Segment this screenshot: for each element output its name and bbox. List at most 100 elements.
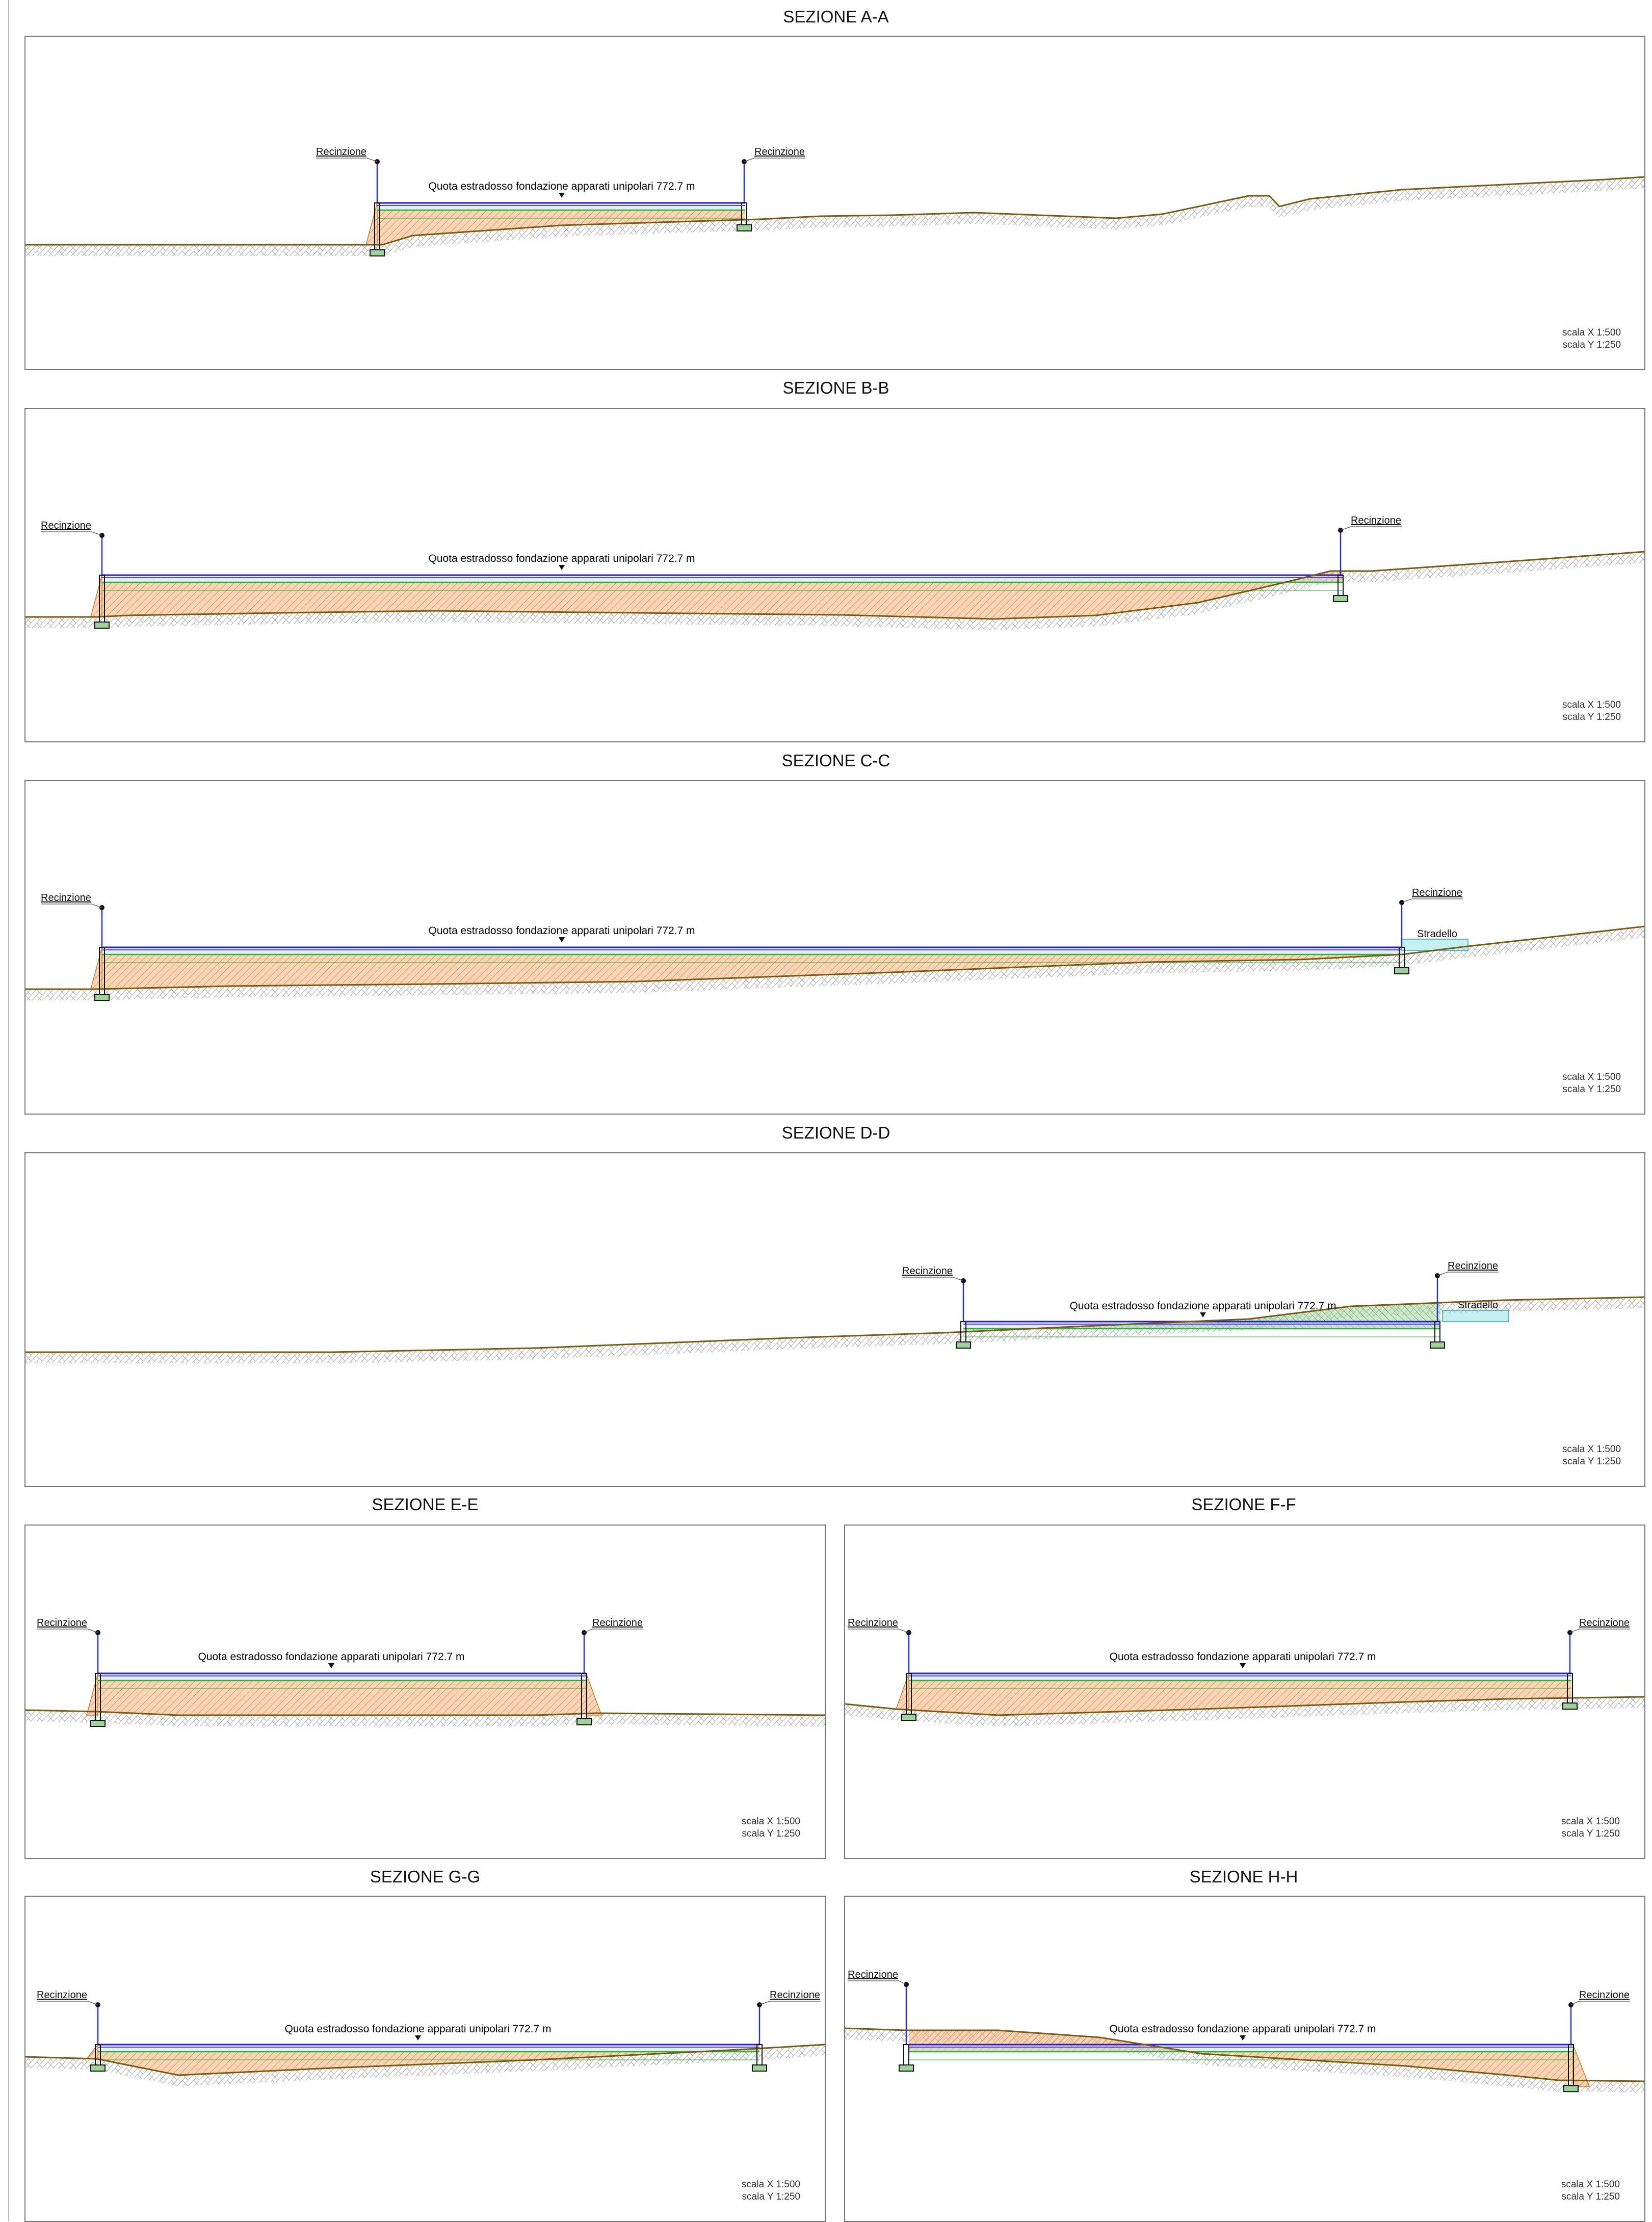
quota-label: Quota estradosso fondazione apparati uni… (1069, 1300, 1336, 1312)
fence-leader-left (41, 903, 102, 908)
section-title-c: SEZIONE C-C (781, 751, 890, 770)
earthwork-fill (98, 2048, 759, 2075)
fence-leader-left (41, 531, 102, 536)
section-drawing-d: Stradello Recinzione Recinzione Quota estra… (25, 1260, 1644, 1467)
section-frame-c: Stradello Recinzione Recinzione Quota estra… (24, 780, 1645, 1115)
fence-footing-left (94, 622, 110, 629)
platform-layer (102, 575, 1343, 582)
fence-leader-right (1401, 898, 1463, 903)
soil-hatch-band (25, 552, 1644, 630)
fence-label-left: Recinzione (848, 1969, 898, 1980)
scale-x-label: scala X 1:500 (1561, 1816, 1620, 1827)
fence-footing-right (752, 2064, 767, 2072)
scale-x-label: scala X 1:500 (1562, 1072, 1621, 1082)
quota-marker (328, 1663, 334, 1668)
embankment-slope-left (90, 575, 102, 617)
section-frame-f: Recinzione Recinzione Quota estradosso fon… (844, 1525, 1645, 1859)
fence-leader-left (316, 158, 378, 162)
quota-marker (415, 2035, 421, 2040)
fence-label-right: Recinzione (1579, 1617, 1630, 1629)
platform-layer (98, 1673, 586, 1681)
soil-hatch-band (845, 1697, 1644, 1726)
fence-footing-left (899, 2064, 914, 2072)
terrain-profile-line (25, 1296, 1644, 1353)
fence-label-right: Recinzione (770, 1990, 820, 2001)
scale-y-label: scala Y 1:250 (1563, 712, 1621, 722)
earthwork-fill (909, 1681, 1571, 1715)
scale-x-label: scala X 1:500 (1562, 1444, 1621, 1455)
quota-label: Quota estradosso fondazione apparati uni… (198, 1651, 464, 1663)
fence-leader-left (902, 1277, 964, 1281)
fence-foundation-left (903, 2044, 909, 2065)
sheet-left-border (0, 0, 9, 2221)
quota-label: Quota estradosso fondazione apparati uni… (284, 2023, 551, 2035)
section-title-e: SEZIONE E-E (372, 1495, 479, 1514)
scale-x-label: scala X 1:500 (742, 2179, 800, 2190)
embankment-slope-left (895, 1673, 909, 1710)
platform-layer (377, 203, 745, 210)
fence-label-left: Recinzione (848, 1617, 898, 1629)
soil-hatch-band (25, 1297, 1644, 1363)
scale-x-label: scala X 1:500 (742, 1816, 800, 1827)
road-label: Stradello (1417, 928, 1457, 940)
section-frame-g: Recinzione Recinzione Quota estradosso fon… (24, 1896, 826, 2222)
soil-hatch-band (25, 2045, 825, 2086)
terrain-profile-line (845, 1696, 1644, 1716)
earthwork-fill (377, 210, 745, 245)
embankment-slope-left (90, 947, 102, 990)
scale-y-label: scala Y 1:250 (742, 2191, 800, 2202)
fence-leader-right (744, 158, 805, 162)
fence-footing-right (1430, 1341, 1445, 1349)
terrain-profile-line (25, 1709, 825, 1716)
fence-label-right: Recinzione (1351, 515, 1401, 526)
fence-label-left: Recinzione (902, 1265, 953, 1277)
fence-leader-left (37, 2001, 98, 2005)
fence-footing-right (576, 1718, 592, 1725)
road-stradello (1401, 939, 1469, 951)
quota-label: Quota estradosso fondazione apparati uni… (428, 180, 695, 192)
section-drawing-a: Recinzione Recinzione Quota estradosso fon… (25, 146, 1644, 350)
platform-layer (98, 2045, 759, 2052)
fence-footing-left (94, 994, 110, 1001)
section-drawing-c: Stradello Recinzione Recinzione Quota estra… (25, 887, 1644, 1095)
scale-y-label: scala Y 1:250 (1563, 340, 1621, 350)
quota-marker (559, 193, 565, 198)
scale-y-label: scala Y 1:250 (742, 1828, 800, 1839)
fence-footing-left (370, 249, 385, 256)
fence-label-right: Recinzione (1412, 887, 1462, 898)
road-stradello (1442, 1310, 1509, 1322)
fence-footing-left (901, 1714, 916, 1721)
platform-layer (909, 1673, 1571, 1681)
fence-footing-right (1563, 2085, 1579, 2092)
fence-leader-left (37, 1629, 98, 1633)
fence-leader-right (759, 2001, 821, 2005)
section-drawing-e: Recinzione Recinzione Quota estradosso fon… (25, 1617, 825, 1839)
earthwork-fill (102, 571, 1343, 619)
fence-footing-right (1333, 595, 1348, 602)
platform-layer (909, 2045, 1573, 2052)
quota-label: Quota estradosso fondazione apparati uni… (1109, 2023, 1376, 2035)
fence-label-left: Recinzione (41, 892, 91, 903)
fence-label-left: Recinzione (316, 146, 366, 158)
section-frame-h: Recinzione Recinzione Quota estradosso fon… (844, 1896, 1645, 2222)
scale-y-label: scala Y 1:250 (1562, 1828, 1620, 1839)
fence-leader-right (1437, 1272, 1499, 1276)
quota-label: Quota estradosso fondazione apparati uni… (1109, 1651, 1376, 1663)
terrain-profile-line (25, 2044, 825, 2076)
section-drawing-b: Recinzione Recinzione Quota estradosso fon… (25, 515, 1644, 722)
embankment-slope-left (86, 2043, 98, 2059)
road-label: Stradello (1458, 1300, 1498, 1311)
fence-label-right: Recinzione (1579, 1990, 1630, 2001)
fence-label-left: Recinzione (41, 520, 91, 531)
fence-label-right: Recinzione (592, 1617, 643, 1629)
scale-y-label: scala Y 1:250 (1563, 1456, 1621, 1467)
fence-label-left: Recinzione (37, 1990, 87, 2001)
terrain-profile-line (25, 551, 1644, 620)
quota-label: Quota estradosso fondazione apparati uni… (428, 553, 695, 564)
section-title-g: SEZIONE G-G (370, 1867, 481, 1886)
section-title-d: SEZIONE D-D (781, 1123, 890, 1142)
fence-leader-right (1570, 2001, 1630, 2005)
terrain-profile-line (845, 2027, 1644, 2082)
section-title-h: SEZIONE H-H (1189, 1867, 1298, 1886)
fence-footing-right (737, 224, 752, 231)
